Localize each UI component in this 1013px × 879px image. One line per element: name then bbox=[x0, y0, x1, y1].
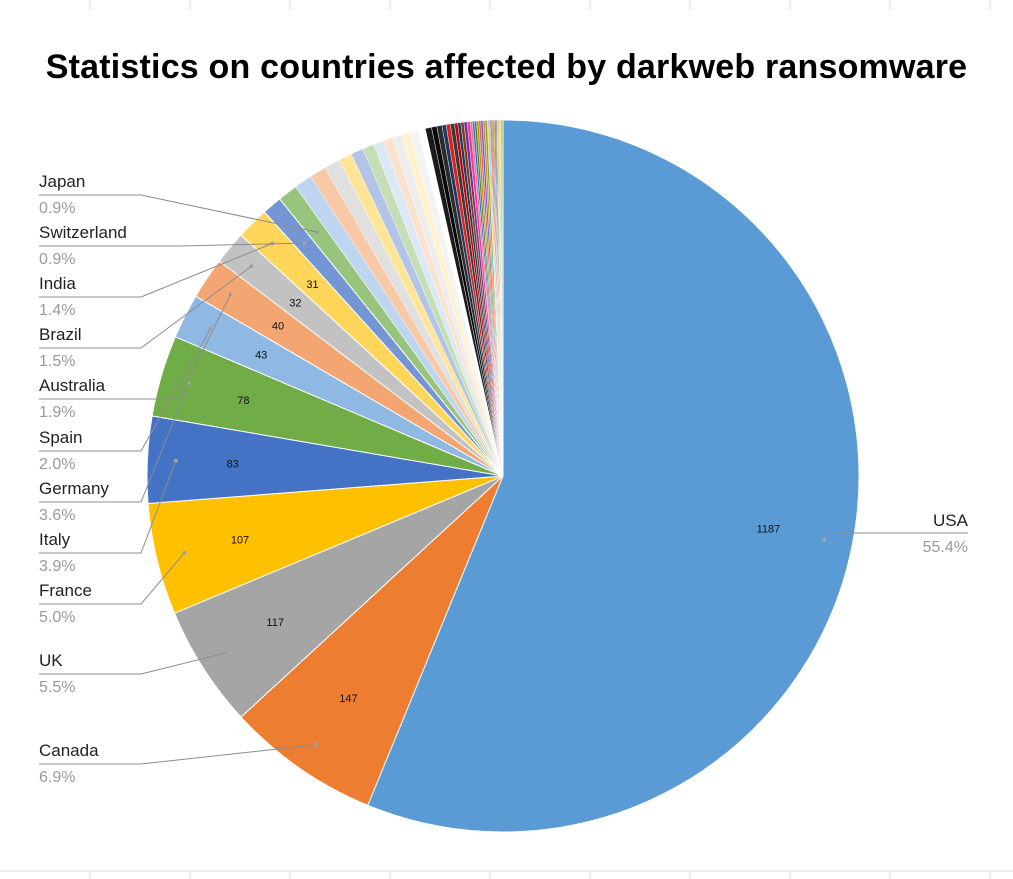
percent-label-australia: 1.9% bbox=[39, 404, 75, 421]
country-label-uk: UK bbox=[39, 651, 63, 670]
percent-label-spain: 2.0% bbox=[39, 456, 75, 473]
leader-line-australia bbox=[39, 293, 232, 400]
percent-label-germany: 3.6% bbox=[39, 507, 75, 524]
percent-label-italy: 3.9% bbox=[39, 558, 75, 575]
percent-label-japan: 0.9% bbox=[39, 200, 75, 217]
pie-slice-canada bbox=[240, 475, 504, 806]
leader-line-canada bbox=[39, 744, 316, 765]
slice-labels: 1187 USA 55.4% 147 Canada 6.9% 117 UK 5.5% 107 Fra… bbox=[39, 172, 969, 786]
pie-slice-usa bbox=[367, 119, 860, 833]
percent-label-brazil: 1.5% bbox=[39, 353, 75, 370]
country-label-usa: USA bbox=[933, 511, 969, 530]
leader-line-italy bbox=[39, 460, 177, 554]
country-label-italy: Italy bbox=[39, 530, 71, 549]
country-label-france: France bbox=[39, 581, 92, 600]
country-label-india: India bbox=[39, 274, 76, 293]
leader-line-brazil bbox=[39, 265, 252, 349]
country-label-spain: Spain bbox=[39, 428, 82, 447]
country-label-canada: Canada bbox=[39, 741, 99, 760]
value-label-spain: 43 bbox=[255, 350, 267, 362]
value-label-brazil: 32 bbox=[289, 298, 301, 310]
pie-slices bbox=[146, 119, 860, 833]
country-label-australia: Australia bbox=[39, 376, 106, 395]
leader-lines bbox=[39, 194, 968, 765]
leader-line-japan bbox=[39, 194, 318, 233]
value-label-canada: 147 bbox=[339, 693, 357, 705]
value-label-italy: 83 bbox=[227, 459, 239, 471]
value-label-uk: 117 bbox=[266, 617, 284, 629]
value-label-india: 31 bbox=[306, 279, 318, 291]
value-label-germany: 78 bbox=[237, 395, 249, 407]
value-label-usa: 1187 bbox=[757, 523, 781, 535]
value-label-france: 107 bbox=[231, 534, 249, 546]
leader-line-india bbox=[39, 242, 273, 298]
country-label-brazil: Brazil bbox=[39, 325, 82, 344]
chart-title: Statistics on countries affected by dark… bbox=[45, 48, 968, 86]
pie-slice-other-57 bbox=[501, 119, 504, 477]
percent-label-switzerland: 0.9% bbox=[39, 251, 75, 268]
leader-dot-usa bbox=[822, 537, 827, 542]
percent-label-usa: 55.4% bbox=[923, 539, 968, 556]
percent-label-uk: 5.5% bbox=[39, 679, 75, 696]
leader-line-france bbox=[39, 552, 185, 605]
country-label-germany: Germany bbox=[39, 479, 109, 498]
leader-line-germany bbox=[39, 383, 190, 503]
spreadsheet-gridlines-top bbox=[89, 0, 991, 10]
leader-line-uk bbox=[39, 652, 228, 675]
leader-line-spain bbox=[39, 328, 211, 452]
percent-label-canada: 6.9% bbox=[39, 769, 75, 786]
country-label-japan: Japan bbox=[39, 172, 85, 191]
percent-label-france: 5.0% bbox=[39, 609, 75, 626]
value-label-australia: 40 bbox=[272, 321, 284, 333]
country-label-switzerland: Switzerland bbox=[39, 223, 127, 242]
percent-label-india: 1.4% bbox=[39, 302, 75, 319]
spreadsheet-gridlines-bottom bbox=[0, 870, 1013, 879]
leader-line-switzerland bbox=[39, 242, 305, 247]
